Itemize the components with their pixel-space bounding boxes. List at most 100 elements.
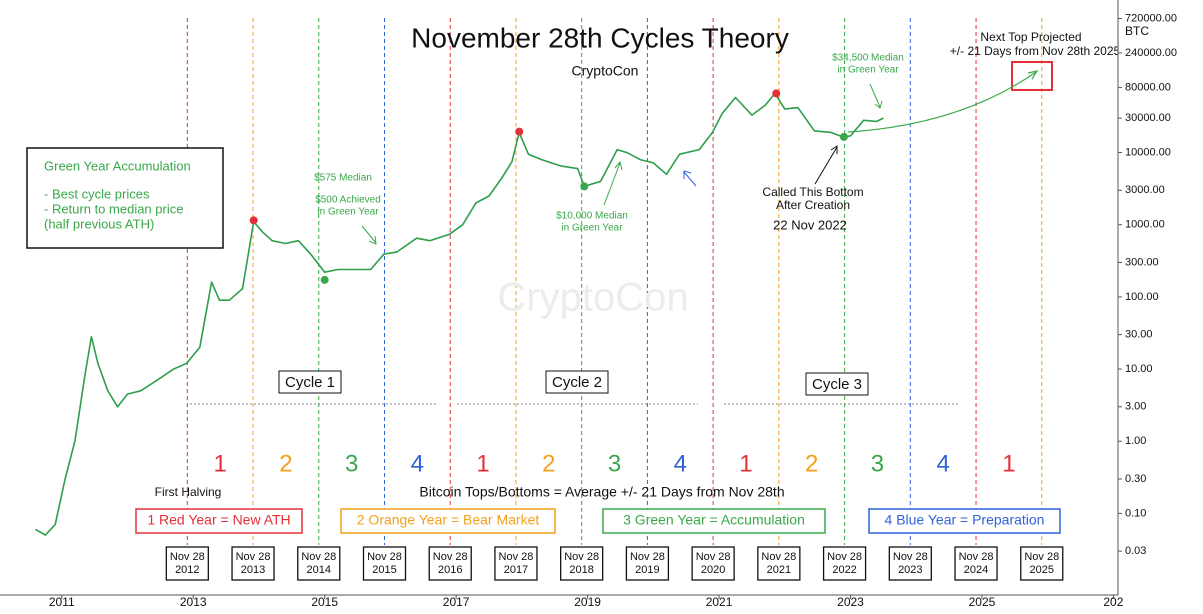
annotation: First Halving — [155, 485, 222, 499]
date-box — [231, 546, 275, 581]
x-tick-label: 2015 — [311, 595, 338, 609]
year-number: 1 — [1002, 450, 1015, 477]
bottom-dot — [839, 132, 848, 141]
date-box — [494, 546, 538, 581]
cycle-label: Cycle 1 — [285, 374, 335, 391]
x-tick-label: 2013 — [180, 595, 207, 609]
date-box — [560, 546, 604, 581]
cycle-box — [278, 370, 342, 394]
y-tick-label: 10.00 — [1125, 363, 1153, 375]
date-label: Nov 28 — [696, 551, 731, 563]
annotation: $500 Achieved — [315, 195, 381, 206]
date-box — [165, 546, 209, 581]
annotation: Next Top Projected — [980, 30, 1081, 44]
date-label: Nov 28 — [959, 551, 994, 563]
legend-text: 2 Orange Year = Bear Market — [357, 512, 540, 528]
annotation: in Green Year — [561, 223, 623, 234]
date-box — [297, 546, 341, 581]
top-dot — [249, 216, 258, 225]
annotation: 22 Nov 2022 — [773, 217, 847, 232]
y-tick-label: 3000.00 — [1125, 184, 1165, 196]
y-tick-label: 720000.00 — [1125, 12, 1177, 24]
year-number: 1 — [214, 450, 227, 477]
bottom-dot — [580, 182, 589, 191]
legend-box — [340, 508, 556, 534]
date-label: Nov 28 — [301, 551, 336, 563]
year-number: 3 — [345, 450, 358, 477]
chart-subtitle: CryptoCon — [572, 63, 639, 79]
y-tick-label: 80000.00 — [1125, 81, 1171, 93]
legend-box — [135, 508, 303, 534]
bottom-dot — [320, 275, 329, 284]
y-tick-label: 0.03 — [1125, 545, 1146, 557]
note-box — [26, 147, 224, 249]
date-label: 2019 — [635, 564, 659, 576]
legend-box — [602, 508, 826, 534]
legend-box — [868, 508, 1061, 534]
date-label: Nov 28 — [499, 551, 534, 563]
date-label: Nov 28 — [170, 551, 205, 563]
date-box — [954, 546, 998, 581]
x-tick-label: 2021 — [706, 595, 733, 609]
top-dot — [515, 127, 524, 136]
y-tick-label: 30.00 — [1125, 329, 1153, 341]
date-label: 2015 — [372, 564, 396, 576]
note-text: (half previous ATH) — [44, 216, 154, 231]
x-tick-label: 202 — [1103, 595, 1123, 609]
note-text: - Best cycle prices — [44, 186, 150, 201]
projection-box — [1011, 61, 1053, 91]
date-label: 2023 — [898, 564, 922, 576]
annotation: $34,500 Median — [832, 53, 904, 64]
year-number: 4 — [674, 450, 687, 477]
year-number: 2 — [805, 450, 818, 477]
date-label: 2012 — [175, 564, 199, 576]
annotation: in Green Year — [317, 207, 379, 218]
date-label: 2016 — [438, 564, 462, 576]
date-box — [625, 546, 670, 581]
date-box — [822, 546, 867, 581]
x-tick-label: 2025 — [969, 595, 996, 609]
date-label: Nov 28 — [236, 551, 271, 563]
annotation: $575 Median — [314, 173, 372, 184]
y-axis-label: BTC — [1125, 24, 1149, 38]
date-label: 2024 — [964, 564, 988, 576]
arrow — [869, 83, 883, 109]
date-label: 2018 — [569, 564, 593, 576]
arrow — [814, 145, 838, 185]
date-label: 2014 — [307, 564, 331, 576]
date-label: Nov 28 — [564, 551, 599, 563]
x-tick-label: 2017 — [443, 595, 470, 609]
date-box — [362, 546, 407, 581]
arrow — [683, 170, 697, 187]
year-number: 2 — [542, 450, 555, 477]
annotation: After Creation — [776, 198, 850, 212]
arrow — [361, 225, 377, 245]
date-box — [691, 546, 735, 581]
watermark: CryptoCon — [497, 276, 688, 320]
date-label: 2022 — [832, 564, 856, 576]
annotation: Bitcoin Tops/Bottoms = Average +/- 21 Da… — [419, 484, 784, 500]
x-tick-label: 2023 — [837, 595, 864, 609]
date-box — [757, 546, 801, 581]
date-box — [888, 546, 932, 581]
plot-area — [35, 18, 1043, 545]
year-number: 1 — [739, 450, 752, 477]
arrow — [603, 160, 623, 206]
year-number: 3 — [871, 450, 884, 477]
y-tick-label: 100.00 — [1125, 291, 1159, 303]
date-label: Nov 28 — [827, 551, 862, 563]
date-label: Nov 28 — [1024, 551, 1059, 563]
note-text: - Return to median price — [44, 201, 183, 216]
cycle-label: Cycle 3 — [812, 376, 862, 393]
date-label: Nov 28 — [433, 551, 468, 563]
y-tick-label: 30000.00 — [1125, 112, 1171, 124]
date-label: Nov 28 — [367, 551, 402, 563]
date-label: 2021 — [767, 564, 791, 576]
date-box — [1020, 546, 1064, 581]
cycle-box — [545, 370, 609, 394]
date-label: 2025 — [1030, 564, 1054, 576]
cycle-label: Cycle 2 — [552, 374, 602, 391]
legend-text: 3 Green Year = Accumulation — [623, 512, 805, 528]
annotation: $10,000 Median — [556, 211, 628, 222]
